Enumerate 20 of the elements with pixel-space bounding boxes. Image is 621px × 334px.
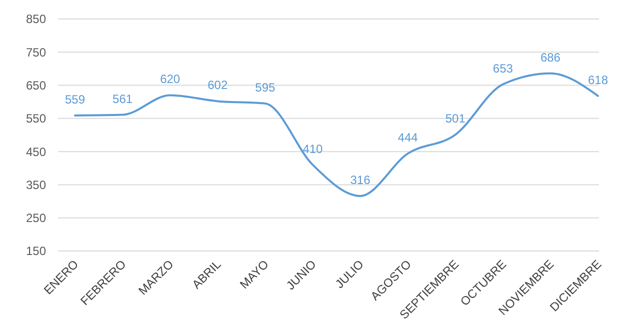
y-tick-label: 850: [26, 12, 46, 26]
data-label: 561: [112, 92, 133, 106]
y-tick-label: 150: [26, 244, 46, 258]
y-tick-label: 650: [26, 78, 46, 92]
data-label: 620: [160, 72, 180, 86]
y-tick-label: 350: [26, 178, 46, 192]
data-label: 653: [492, 61, 514, 76]
y-tick-label: 750: [26, 45, 46, 60]
y-tick-label: 450: [26, 144, 46, 159]
data-label: 444: [398, 130, 418, 145]
data-label: 559: [64, 92, 86, 106]
data-label: 410: [302, 142, 324, 156]
data-label: 316: [350, 172, 371, 187]
y-tick-label: 550: [26, 112, 46, 126]
data-label: 602: [208, 78, 228, 92]
data-label: 595: [255, 80, 276, 95]
data-label: 501: [445, 112, 466, 126]
data-label: 618: [588, 72, 608, 87]
data-label: 686: [540, 50, 561, 64]
y-tick-label: 250: [26, 211, 46, 226]
